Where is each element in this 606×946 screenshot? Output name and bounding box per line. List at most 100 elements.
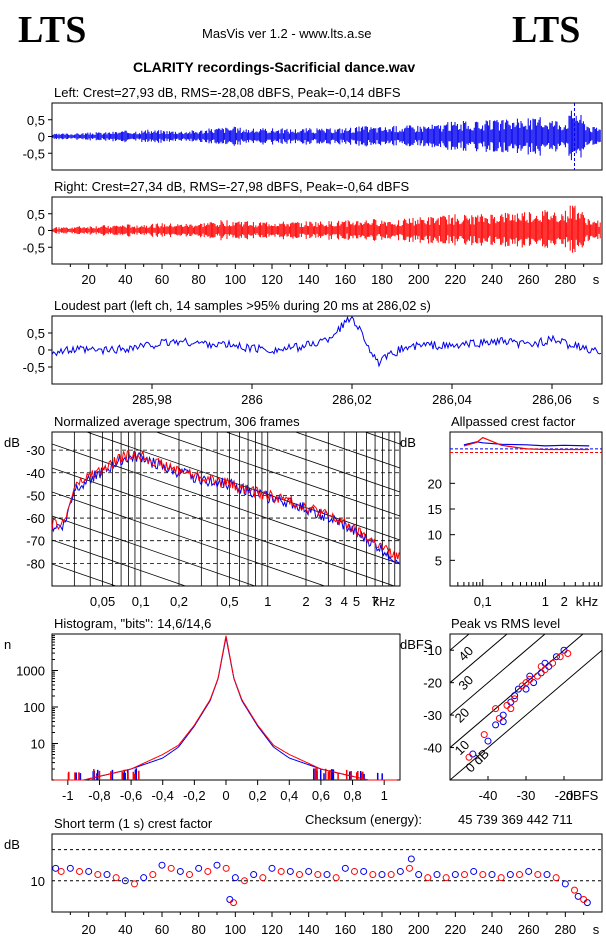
crest-xtick-label-0: 0,1 (474, 594, 492, 609)
shortcrest-point-right-20 (406, 864, 413, 872)
shortcrest-point-left-4 (121, 877, 129, 885)
loudest-xtick-label-4: 286,06 (532, 392, 572, 407)
spectrum-xtick-label-2: 0,2 (170, 594, 188, 609)
shortcrest-point-right-28 (552, 874, 560, 882)
histogram-title: Histogram, "bits": 14,6/14,6 (54, 616, 211, 631)
peakrms-point-left-9 (545, 662, 553, 670)
crest-ylabel: dB (400, 435, 416, 450)
peakrms-ytick-label-2: -30 (423, 708, 442, 723)
spectrum-xtick-label-9: 7 (371, 594, 378, 609)
spectrum-ytick-label-2: -50 (26, 488, 45, 503)
spectrum-xtick-label-7: 4 (341, 594, 348, 609)
peakrms-point-left-7 (530, 679, 538, 687)
shortcrest-xtick-label-7: 160 (334, 922, 356, 937)
peakrms-point-left-3 (499, 711, 507, 719)
waveform-ytick-label-0-1: 0 (38, 130, 45, 145)
app-name: MasVis ver 1.2 - www.lts.a.se (202, 26, 372, 41)
shortcrest-point-right-5 (149, 871, 157, 879)
histogram-xtick-label-2: -0,6 (120, 788, 142, 803)
shortcrest-point-right-16 (332, 874, 340, 882)
waveform-ytick-label-0-2: -0,5 (23, 146, 45, 161)
peakrms-point-left-2 (492, 721, 500, 729)
waveform-ytick-label-1-2: -0,5 (23, 240, 45, 255)
peakrms-diagonal-label-3: 10 (452, 737, 473, 758)
peakrms-point-right-15 (492, 705, 500, 713)
loudest-xtick-label-3: 286,04 (432, 392, 472, 407)
shortcrest-point-right-4 (131, 880, 138, 888)
spectrum-xtick-label-5: 2 (302, 594, 309, 609)
shortcrest-point-right-27 (534, 871, 542, 879)
waveform-xtick-label-8: 180 (371, 272, 393, 287)
peakrms-point-right-1 (480, 731, 488, 739)
file-title: CLARITY recordings-Sacrificial dance.wav (133, 59, 416, 75)
crest-xtick-label-2: 2 (561, 594, 568, 609)
shortcrest-xaxis-unit: s (593, 922, 600, 937)
shortcrest-point-right-15 (314, 871, 322, 879)
shortcrest-xtick-label-10: 220 (444, 922, 466, 937)
peakrms-point-left-8 (537, 669, 545, 677)
peakrms-point-right-10 (556, 653, 564, 661)
shortcrest-point-left-15 (305, 867, 313, 875)
shortcrest-xtick-label-8: 180 (371, 922, 393, 937)
shortcrest-point-left-12 (250, 871, 258, 879)
shortcrest-point-left-6 (158, 861, 166, 869)
peakrms-point-right-8 (541, 666, 549, 674)
shortcrest-point-left-13 (268, 864, 276, 872)
shortcrest-point-right-8 (204, 867, 212, 875)
waveform-xaxis-unit: s (593, 272, 600, 287)
shortcrest-point-left-18 (360, 867, 368, 875)
shortcrest-point-right-30 (580, 896, 588, 904)
spectrum-diagonal-2 (52, 276, 400, 396)
histogram-xtick-label-10: 1 (381, 788, 388, 803)
shortcrest-point-right-17 (351, 867, 358, 875)
spectrum-diagonal-5 (294, 432, 400, 469)
shortcrest-point-right-18 (369, 871, 377, 879)
peakrms-point-left-12 (511, 692, 519, 700)
loudest-ytick-label-2: -0,5 (23, 360, 45, 375)
histogram-xtick-label-1: -0,8 (88, 788, 110, 803)
shortcrest-point-left-11 (231, 874, 239, 882)
histogram-xtick-label-0: -1 (62, 788, 74, 803)
shortcrest-xtick-label-6: 140 (298, 922, 320, 937)
peakrms-point-left-10 (552, 653, 560, 661)
shortcrest-point-left-26 (488, 871, 496, 879)
peakrms-diagonal-3 (450, 634, 584, 749)
waveform-xtick-label-11: 240 (481, 272, 503, 287)
shortcrest-point-left-5 (140, 874, 148, 882)
waveform-xtick-label-10: 220 (444, 272, 466, 287)
waveform-xtick-label-2: 60 (155, 272, 169, 287)
crest-title: Allpassed crest factor (451, 414, 576, 429)
spectrum-diagonal-17 (52, 636, 400, 756)
crest-ytick-label-1: 15 (428, 502, 442, 517)
waveform-ytick-label-1-1: 0 (38, 224, 45, 239)
shortcrest-point-right-1 (76, 867, 83, 875)
shortcrest-point-left-21 (407, 855, 415, 863)
peakrms-point-left-15 (499, 718, 507, 726)
histogram-ytick-label-2: 10 (31, 737, 45, 752)
peakrms-xtick-label-0: -40 (479, 788, 498, 803)
shortcrest-xtick-label-9: 200 (408, 922, 430, 937)
shortcrest-xtick-label-5: 120 (261, 922, 283, 937)
waveform-xtick-label-3: 80 (191, 272, 205, 287)
peakrms-point-right-2 (495, 714, 503, 722)
histogram-xtick-label-6: 0,2 (249, 788, 267, 803)
spectrum-xtick-label-4: 1 (264, 594, 271, 609)
shortcrest-point-left-8 (195, 864, 203, 872)
spectrum-diagonal-14 (52, 563, 118, 586)
shortcrest-point-left-28 (525, 867, 533, 875)
histogram-frame (51, 633, 401, 781)
peakrms-ylabel: dBFS (400, 637, 433, 652)
peakrms-diagonal-label-2: 20 (452, 705, 473, 726)
peakrms-point-left-13 (526, 672, 534, 680)
shortcrest-point-right-0 (57, 867, 65, 875)
shortcrest-point-left-0 (52, 864, 60, 872)
spectrum-diagonal-7 (155, 432, 400, 517)
crest-xaxis-unit: kHz (576, 594, 598, 609)
histogram-xtick-label-5: 0 (222, 788, 229, 803)
histogram-ytick-label-1: 100 (23, 700, 45, 715)
peakrms-point-right-3 (503, 701, 511, 709)
spectrum-diagonal-0 (52, 228, 400, 348)
histogram-ytick-label-0: 1000 (16, 664, 45, 679)
spectrum-ytick-label-4: -70 (26, 534, 45, 549)
shortcrest-xtick-label-0: 20 (81, 922, 95, 937)
